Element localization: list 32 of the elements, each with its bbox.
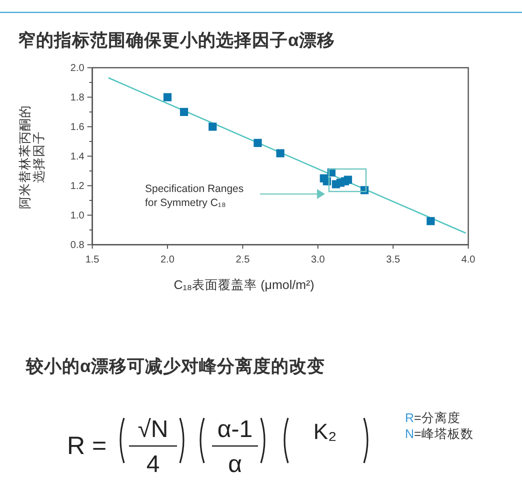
x-tick-label: 4.0	[461, 254, 476, 266]
text: K₂	[313, 419, 337, 444]
text: α	[228, 451, 242, 478]
chart-title: 窄的指标范围确保更小的选择因子α漂移	[18, 30, 335, 50]
x-tick-label: 3.5	[386, 254, 400, 266]
x-tick-label: 1.5	[85, 254, 100, 266]
y-axis-title: 阿米替林苯丙酮的选择因子	[18, 105, 46, 209]
point	[254, 138, 262, 147]
y-tick-label: 1.4	[70, 151, 85, 162]
y-tick-label: 1.6	[70, 122, 85, 133]
point	[208, 122, 217, 131]
text: 4	[146, 451, 160, 478]
text: R=分离度	[405, 410, 460, 425]
x-tick-label: 2.5	[236, 254, 250, 266]
text: α-1	[217, 416, 253, 443]
text: R =	[67, 432, 107, 460]
y-tick-label: 1.8	[70, 92, 85, 104]
y-tick-label: 0.8	[70, 240, 85, 251]
point	[180, 108, 188, 116]
text: √N	[138, 416, 168, 443]
annotation: Specification Ranges for Symmetry C₁₈	[145, 183, 244, 209]
y-tick-label: 1.2	[70, 180, 85, 192]
x-tick-label: 2.0	[160, 254, 175, 266]
x-axis-title: C₁₈表面覆盖率 (μmol/m²)	[174, 277, 314, 292]
y-tick-label: 1.0	[70, 210, 85, 222]
y-tick-label: 2.0	[70, 62, 85, 74]
text: 较小的α漂移可减少对峰分离度的改变	[25, 356, 325, 376]
point	[163, 93, 172, 102]
x-tick-label: 3.0	[310, 254, 326, 266]
point	[276, 149, 284, 158]
text: N=峰塔板数	[405, 427, 474, 441]
point	[426, 217, 435, 226]
